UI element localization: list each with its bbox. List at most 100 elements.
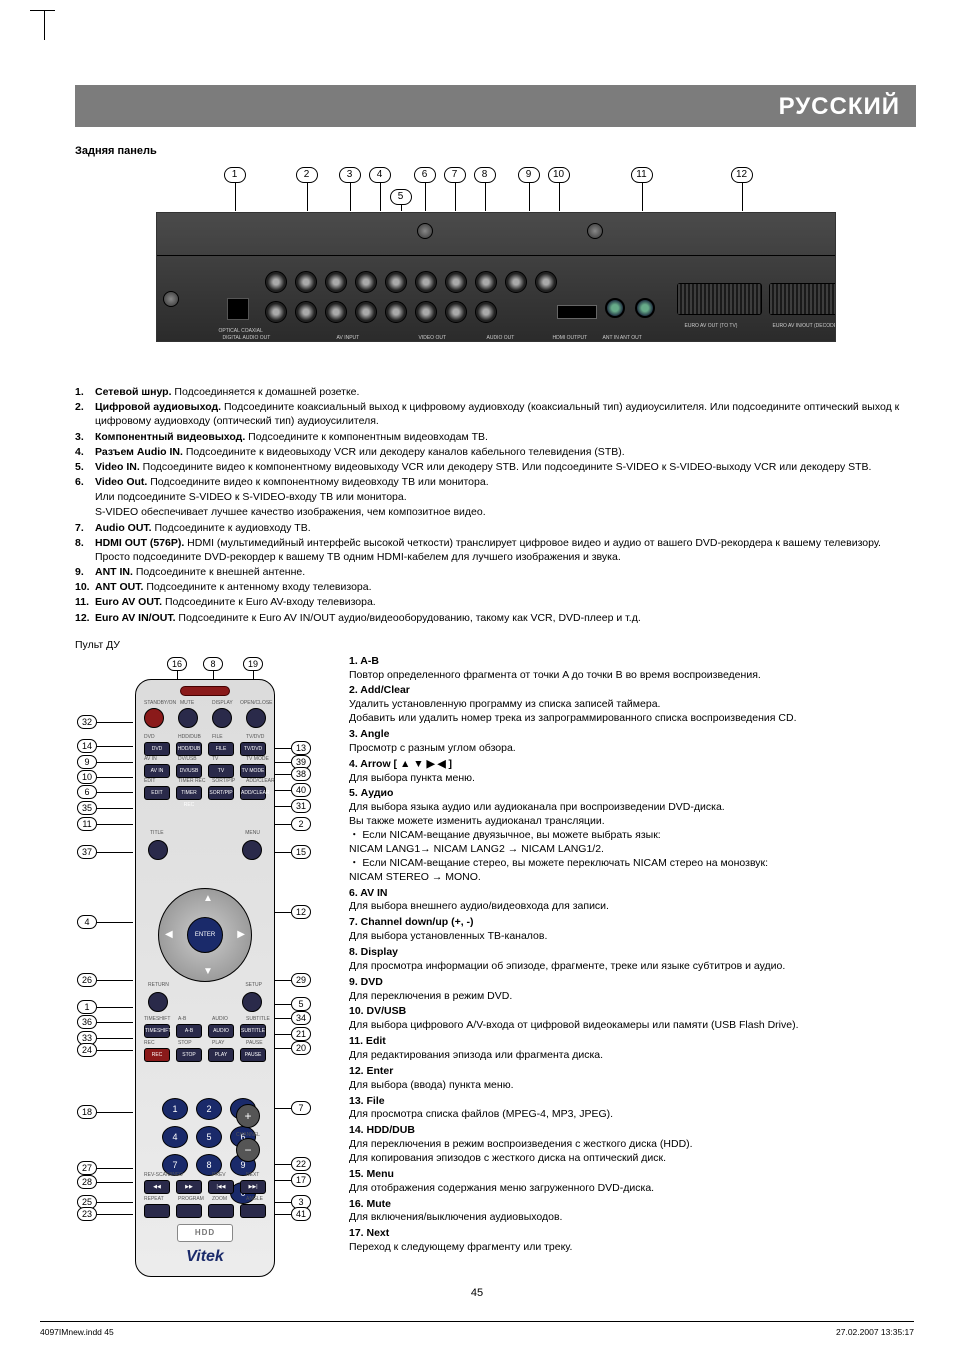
ir-window [180,686,230,696]
numpad-2: 2 [196,1098,222,1120]
remote-btn: ▶▶ [176,1180,202,1194]
dpad: ENTER ▲ ▼ ◀ ▶ [158,888,252,982]
page-number: 45 [0,1287,954,1299]
func-heading: 12. Enter [349,1065,916,1079]
rear-callout-9: 9 [518,167,540,183]
func-line: Для выбора языка аудио или аудиоканала п… [349,801,916,815]
list-number: 10. [75,580,95,594]
ant-out [635,298,655,318]
footer-right: 27.02.2007 13:35:17 [836,1327,914,1337]
remote-callout-22: 22 [291,1157,311,1171]
func-line: Для просмотра списка файлов (MPEG-4, MP3… [349,1108,916,1122]
list-text: Разъем Audio IN. Подсоедините к видеовых… [95,445,625,459]
scart-1 [677,283,762,315]
rca-jack [475,271,497,293]
func-heading: 10. DV/USB [349,1005,916,1019]
remote-btn: DV/USB [176,764,202,778]
list-text: Euro AV OUT. Подсоедините к Euro AV-вход… [95,595,376,609]
rear-callout-2: 2 [296,167,318,183]
list-number: 9. [75,565,95,579]
remote-callout-16: 16 [167,657,187,671]
channel-up: + [236,1104,260,1128]
func-heading: 7. Channel down/up (+, -) [349,916,916,930]
func-line: ・ Если NICAM-вещание стерео, вы можете п… [349,857,916,871]
rca-jack [445,301,467,323]
rear-callout-4: 4 [369,167,391,183]
remote-btn [212,708,232,728]
rca-jack [265,271,287,293]
language-header: РУССКИЙ [75,85,916,127]
rca-jack [385,301,407,323]
remote-btn: AUDIO [208,1024,234,1038]
remote-callout-10: 10 [77,770,97,784]
func-line: Вы также можете изменить аудиоканал тран… [349,815,916,829]
func-line: Повтор определенного фрагмента от точки … [349,669,916,683]
rca-jack [475,301,497,323]
remote-callout-15: 15 [291,845,311,859]
function-list: 1. A-BПовтор определенного фрагмента от … [349,655,916,1255]
remote-callout-26: 26 [77,973,97,987]
remote-btn [208,1204,234,1218]
hdd-badge: HDD [177,1224,233,1242]
ant-in [605,298,625,318]
remote-callout-9: 9 [77,755,97,769]
remote-callout-12: 12 [291,905,311,919]
remote-callout-2: 2 [291,817,311,831]
remote-callout-5: 5 [291,997,311,1011]
remote-btn: TV MODE [240,764,266,778]
remote-callout-6: 6 [77,785,97,799]
list-text: HDMI OUT (576P). HDMI (мультимедийный ин… [95,536,916,564]
func-heading: 17. Next [349,1227,916,1241]
remote-callout-28: 28 [77,1175,97,1189]
remote-callout-24: 24 [77,1043,97,1057]
remote-btn: ADD/CLEAR [240,786,266,800]
rca-jack [415,301,437,323]
list-text: Сетевой шнур. Подсоединяется к домашней … [95,385,359,399]
list-text: Audio OUT. Подсоедините к аудиовходу ТВ. [95,521,311,535]
func-heading: 15. Menu [349,1168,916,1182]
remote-callout-20: 20 [291,1041,311,1055]
rca-jack [415,271,437,293]
remote-callout-37: 37 [77,845,97,859]
remote-title: Пульт ДУ [75,639,916,651]
remote-btn [178,708,198,728]
func-line: Просмотр с разным углом обзора. [349,742,916,756]
footer-left: 4097IMnew.indd 45 [40,1327,114,1337]
func-line: Для включения/выключения аудиовыходов. [349,1211,916,1225]
optical-out [227,298,249,320]
remote-btn [144,708,164,728]
func-line: Для выбора установленных ТВ-каналов. [349,930,916,944]
func-line: Для отображения содержания меню загружен… [349,1182,916,1196]
list-text: ANT IN. Подсоедините к внешней антенне. [95,565,305,579]
remote-btn: ▶▶| [240,1180,266,1194]
rear-callout-5: 5 [390,189,412,205]
rca-jack [295,271,317,293]
func-heading: 3. Angle [349,728,916,742]
rca-jack [325,301,347,323]
list-number: 11. [75,595,95,609]
list-text: Video Out. Подсоедините видео к компонен… [95,475,489,489]
list-number: 3. [75,430,95,444]
remote-callout-41: 41 [291,1207,311,1221]
remote-btn: EDIT [144,786,170,800]
func-line: Для выбора пункта меню. [349,772,916,786]
rca-jack [445,271,467,293]
func-line: Для выбора цифрового A/V-входа от цифров… [349,1019,916,1033]
list-text: Цифровой аудиовыход. Подсоедините коакси… [95,400,916,428]
list-number: 4. [75,445,95,459]
remote-callout-21: 21 [291,1027,311,1041]
remote-btn: HDD/DUB [176,742,202,756]
func-line: Для редактирования эпизода или фрагмента… [349,1049,916,1063]
numpad-5: 5 [196,1126,222,1148]
remote-callout-18: 18 [77,1105,97,1119]
func-line: Для переключения в режим воспроизведения… [349,1138,916,1152]
func-line: Для выбора (ввода) пункта меню. [349,1079,916,1093]
footer-rule [40,1321,914,1322]
numpad-1: 1 [162,1098,188,1120]
func-line: Для копирования эпизодов с жесткого диск… [349,1152,916,1166]
func-line: NICAM LANG1→ NICAM LANG2 → NICAM LANG1/2… [349,843,916,857]
menu-button [242,840,262,860]
scart-2 [769,283,836,315]
return-button [148,992,168,1012]
list-number: 7. [75,521,95,535]
